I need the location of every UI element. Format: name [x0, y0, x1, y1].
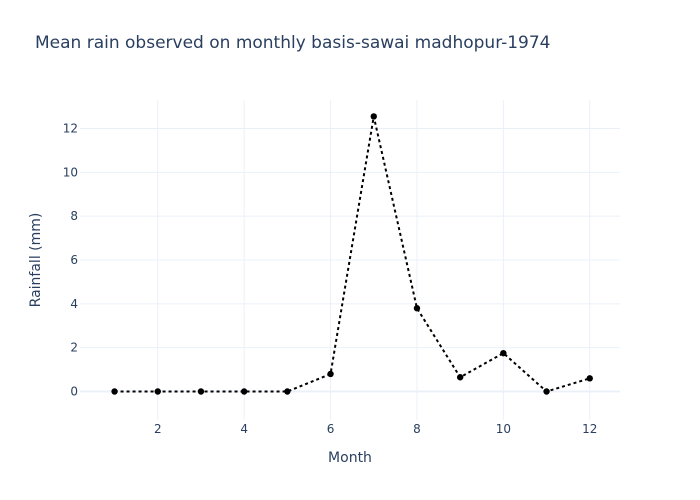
data-point: [240, 388, 248, 395]
series-layer: [111, 113, 593, 395]
chart-title: Mean rain observed on monthly basis-sawa…: [35, 33, 551, 53]
y-tick-label: 6: [70, 253, 78, 267]
x-tick-label: 10: [496, 422, 511, 436]
data-point: [111, 388, 118, 395]
x-tick-label: 2: [154, 422, 162, 436]
y-tick-label: 4: [70, 297, 78, 311]
data-point: [456, 374, 464, 381]
data-point: [197, 388, 205, 395]
y-tick-labels: 0 2 4 6 8 10 12: [63, 121, 78, 398]
x-tick-label: 4: [240, 422, 248, 436]
data-point: [284, 388, 291, 395]
y-tick-label: 12: [63, 121, 78, 135]
data-point: [327, 370, 334, 378]
data-point: [586, 375, 593, 382]
y-tick-label: 2: [70, 341, 78, 355]
x-tick-labels: 2 4 6 8 10 12: [154, 422, 597, 436]
x-tick-label: 6: [327, 422, 335, 436]
series-line: [114, 116, 591, 393]
data-point: [500, 349, 507, 357]
y-axis-title: Rainfall (mm): [28, 213, 44, 308]
y-tick-label: 10: [63, 165, 78, 179]
y-tick-label: 0: [70, 385, 78, 399]
data-point: [413, 305, 421, 312]
x-tick-label: 8: [413, 422, 421, 436]
x-tick-label: 12: [582, 422, 597, 436]
x-axis-title: Month: [328, 450, 372, 466]
y-tick-label: 8: [70, 209, 78, 223]
data-point: [154, 388, 161, 395]
grid-layer: [80, 100, 620, 420]
data-point: [543, 388, 550, 395]
data-point: [370, 113, 377, 120]
